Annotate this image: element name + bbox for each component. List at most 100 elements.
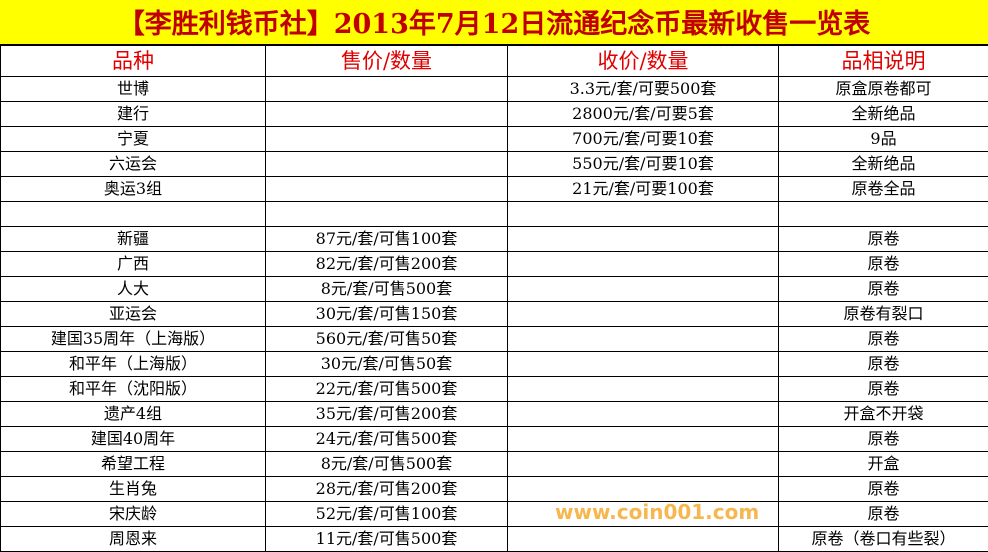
table-row: 遗产4组 35元/套/可售200套 开盒不开袋	[0, 401, 988, 427]
cell-buy-price: 21元/套/可要100套	[507, 176, 779, 202]
cell-variety: 周恩来	[0, 526, 266, 552]
cell-sell-price: 24元/套/可售500套	[265, 426, 508, 452]
cell-variety: 建国40周年	[0, 426, 266, 452]
table-row: 亚运会 30元/套/可售150套 原卷有裂口	[0, 301, 988, 327]
cell-variety: 建国35周年（上海版）	[0, 326, 266, 352]
cell-sell-price: 22元/套/可售500套	[265, 376, 508, 402]
watermark: www.coin001.com	[555, 500, 760, 524]
table-row: 和平年（上海版） 30元/套/可售50套 原卷	[0, 351, 988, 377]
table-row: 新疆 87元/套/可售100套 原卷	[0, 226, 988, 252]
cell-variety: 奥运3组	[0, 176, 266, 202]
cell-condition: 原卷有裂口	[778, 301, 988, 327]
cell-variety: 宁夏	[0, 126, 266, 152]
cell-buy-price	[507, 226, 779, 252]
cell-condition: 原卷	[778, 426, 988, 452]
table-row: 人大 8元/套/可售500套 原卷	[0, 276, 988, 302]
cell-condition: 开盒	[778, 451, 988, 477]
table-row: 奥运3组 21元/套/可要100套 原卷全品	[0, 176, 988, 202]
cell-buy-price: 700元/套/可要10套	[507, 126, 779, 152]
header-variety: 品种	[0, 45, 266, 77]
table-row	[0, 201, 988, 227]
cell-sell-price: 82元/套/可售200套	[265, 251, 508, 277]
cell-condition: 开盒不开袋	[778, 401, 988, 427]
cell-sell-price	[265, 126, 508, 152]
page-title: 【李胜利钱币社】2013年7月12日流通纪念币最新收售一览表	[0, 0, 988, 45]
cell-buy-price: 3.3元/套/可要500套	[507, 76, 779, 102]
cell-sell-price	[265, 101, 508, 127]
cell-variety: 亚运会	[0, 301, 266, 327]
cell-condition	[778, 201, 988, 227]
cell-buy-price	[507, 326, 779, 352]
cell-sell-price: 52元/套/可售100套	[265, 501, 508, 527]
cell-condition: 原卷	[778, 376, 988, 402]
cell-sell-price: 35元/套/可售200套	[265, 401, 508, 427]
cell-sell-price: 11元/套/可售500套	[265, 526, 508, 552]
cell-variety: 新疆	[0, 226, 266, 252]
cell-buy-price: 550元/套/可要10套	[507, 151, 779, 177]
cell-condition: 原卷	[778, 251, 988, 277]
header-row: 品种 售价/数量 收价/数量 品相说明	[0, 45, 988, 77]
cell-buy-price: 2800元/套/可要5套	[507, 101, 779, 127]
cell-condition: 全新绝品	[778, 101, 988, 127]
table-row: 世博 3.3元/套/可要500套 原盒原卷都可	[0, 76, 988, 102]
cell-condition: 原卷	[778, 326, 988, 352]
cell-variety	[0, 201, 266, 227]
cell-condition: 全新绝品	[778, 151, 988, 177]
table-row: 广西 82元/套/可售200套 原卷	[0, 251, 988, 277]
cell-variety: 和平年（上海版）	[0, 351, 266, 377]
cell-buy-price	[507, 476, 779, 502]
cell-sell-price	[265, 176, 508, 202]
cell-variety: 建行	[0, 101, 266, 127]
cell-buy-price	[507, 251, 779, 277]
cell-buy-price	[507, 376, 779, 402]
table-row: 六运会 550元/套/可要10套 全新绝品	[0, 151, 988, 177]
cell-condition: 原卷	[778, 501, 988, 527]
cell-buy-price	[507, 451, 779, 477]
price-table: 品种 售价/数量 收价/数量 品相说明 世博 3.3元/套/可要500套 原盒原卷都可建行 2…	[0, 45, 988, 552]
table-row: 建国40周年 24元/套/可售500套 原卷	[0, 426, 988, 452]
cell-condition: 原卷（卷口有些裂）	[778, 526, 988, 552]
cell-condition: 原卷	[778, 276, 988, 302]
cell-variety: 生肖兔	[0, 476, 266, 502]
cell-sell-price	[265, 151, 508, 177]
cell-sell-price: 560元/套/可售50套	[265, 326, 508, 352]
header-buy-price: 收价/数量	[507, 45, 779, 77]
header-sell-price: 售价/数量	[265, 45, 508, 77]
cell-condition: 原盒原卷都可	[778, 76, 988, 102]
table-row: 和平年（沈阳版） 22元/套/可售500套 原卷	[0, 376, 988, 402]
table-row: 建国35周年（上海版） 560元/套/可售50套 原卷	[0, 326, 988, 352]
cell-condition: 9品	[778, 126, 988, 152]
cell-buy-price	[507, 426, 779, 452]
cell-sell-price	[265, 201, 508, 227]
cell-buy-price	[507, 301, 779, 327]
table-row: 宋庆龄 52元/套/可售100套 原卷	[0, 501, 988, 527]
cell-buy-price	[507, 401, 779, 427]
cell-sell-price: 30元/套/可售150套	[265, 301, 508, 327]
table-row: 生肖兔 28元/套/可售200套 原卷	[0, 476, 988, 502]
cell-variety: 和平年（沈阳版）	[0, 376, 266, 402]
cell-condition: 原卷	[778, 351, 988, 377]
table-row: 周恩来 11元/套/可售500套 原卷（卷口有些裂）	[0, 526, 988, 552]
table-body: 品种 售价/数量 收价/数量 品相说明 世博 3.3元/套/可要500套 原盒原卷都可建行 2…	[0, 45, 988, 552]
cell-condition: 原卷	[778, 226, 988, 252]
cell-buy-price	[507, 526, 779, 552]
cell-variety: 宋庆龄	[0, 501, 266, 527]
table-row: 建行 2800元/套/可要5套 全新绝品	[0, 101, 988, 127]
table-row: 希望工程 8元/套/可售500套 开盒	[0, 451, 988, 477]
cell-buy-price	[507, 276, 779, 302]
cell-buy-price	[507, 201, 779, 227]
cell-sell-price: 8元/套/可售500套	[265, 451, 508, 477]
cell-variety: 广西	[0, 251, 266, 277]
cell-condition: 原卷全品	[778, 176, 988, 202]
table-row: 宁夏 700元/套/可要10套 9品	[0, 126, 988, 152]
cell-sell-price	[265, 76, 508, 102]
cell-sell-price: 30元/套/可售50套	[265, 351, 508, 377]
cell-sell-price: 87元/套/可售100套	[265, 226, 508, 252]
cell-buy-price	[507, 351, 779, 377]
cell-variety: 人大	[0, 276, 266, 302]
cell-sell-price: 8元/套/可售500套	[265, 276, 508, 302]
cell-variety: 六运会	[0, 151, 266, 177]
cell-variety: 希望工程	[0, 451, 266, 477]
cell-sell-price: 28元/套/可售200套	[265, 476, 508, 502]
cell-variety: 世博	[0, 76, 266, 102]
